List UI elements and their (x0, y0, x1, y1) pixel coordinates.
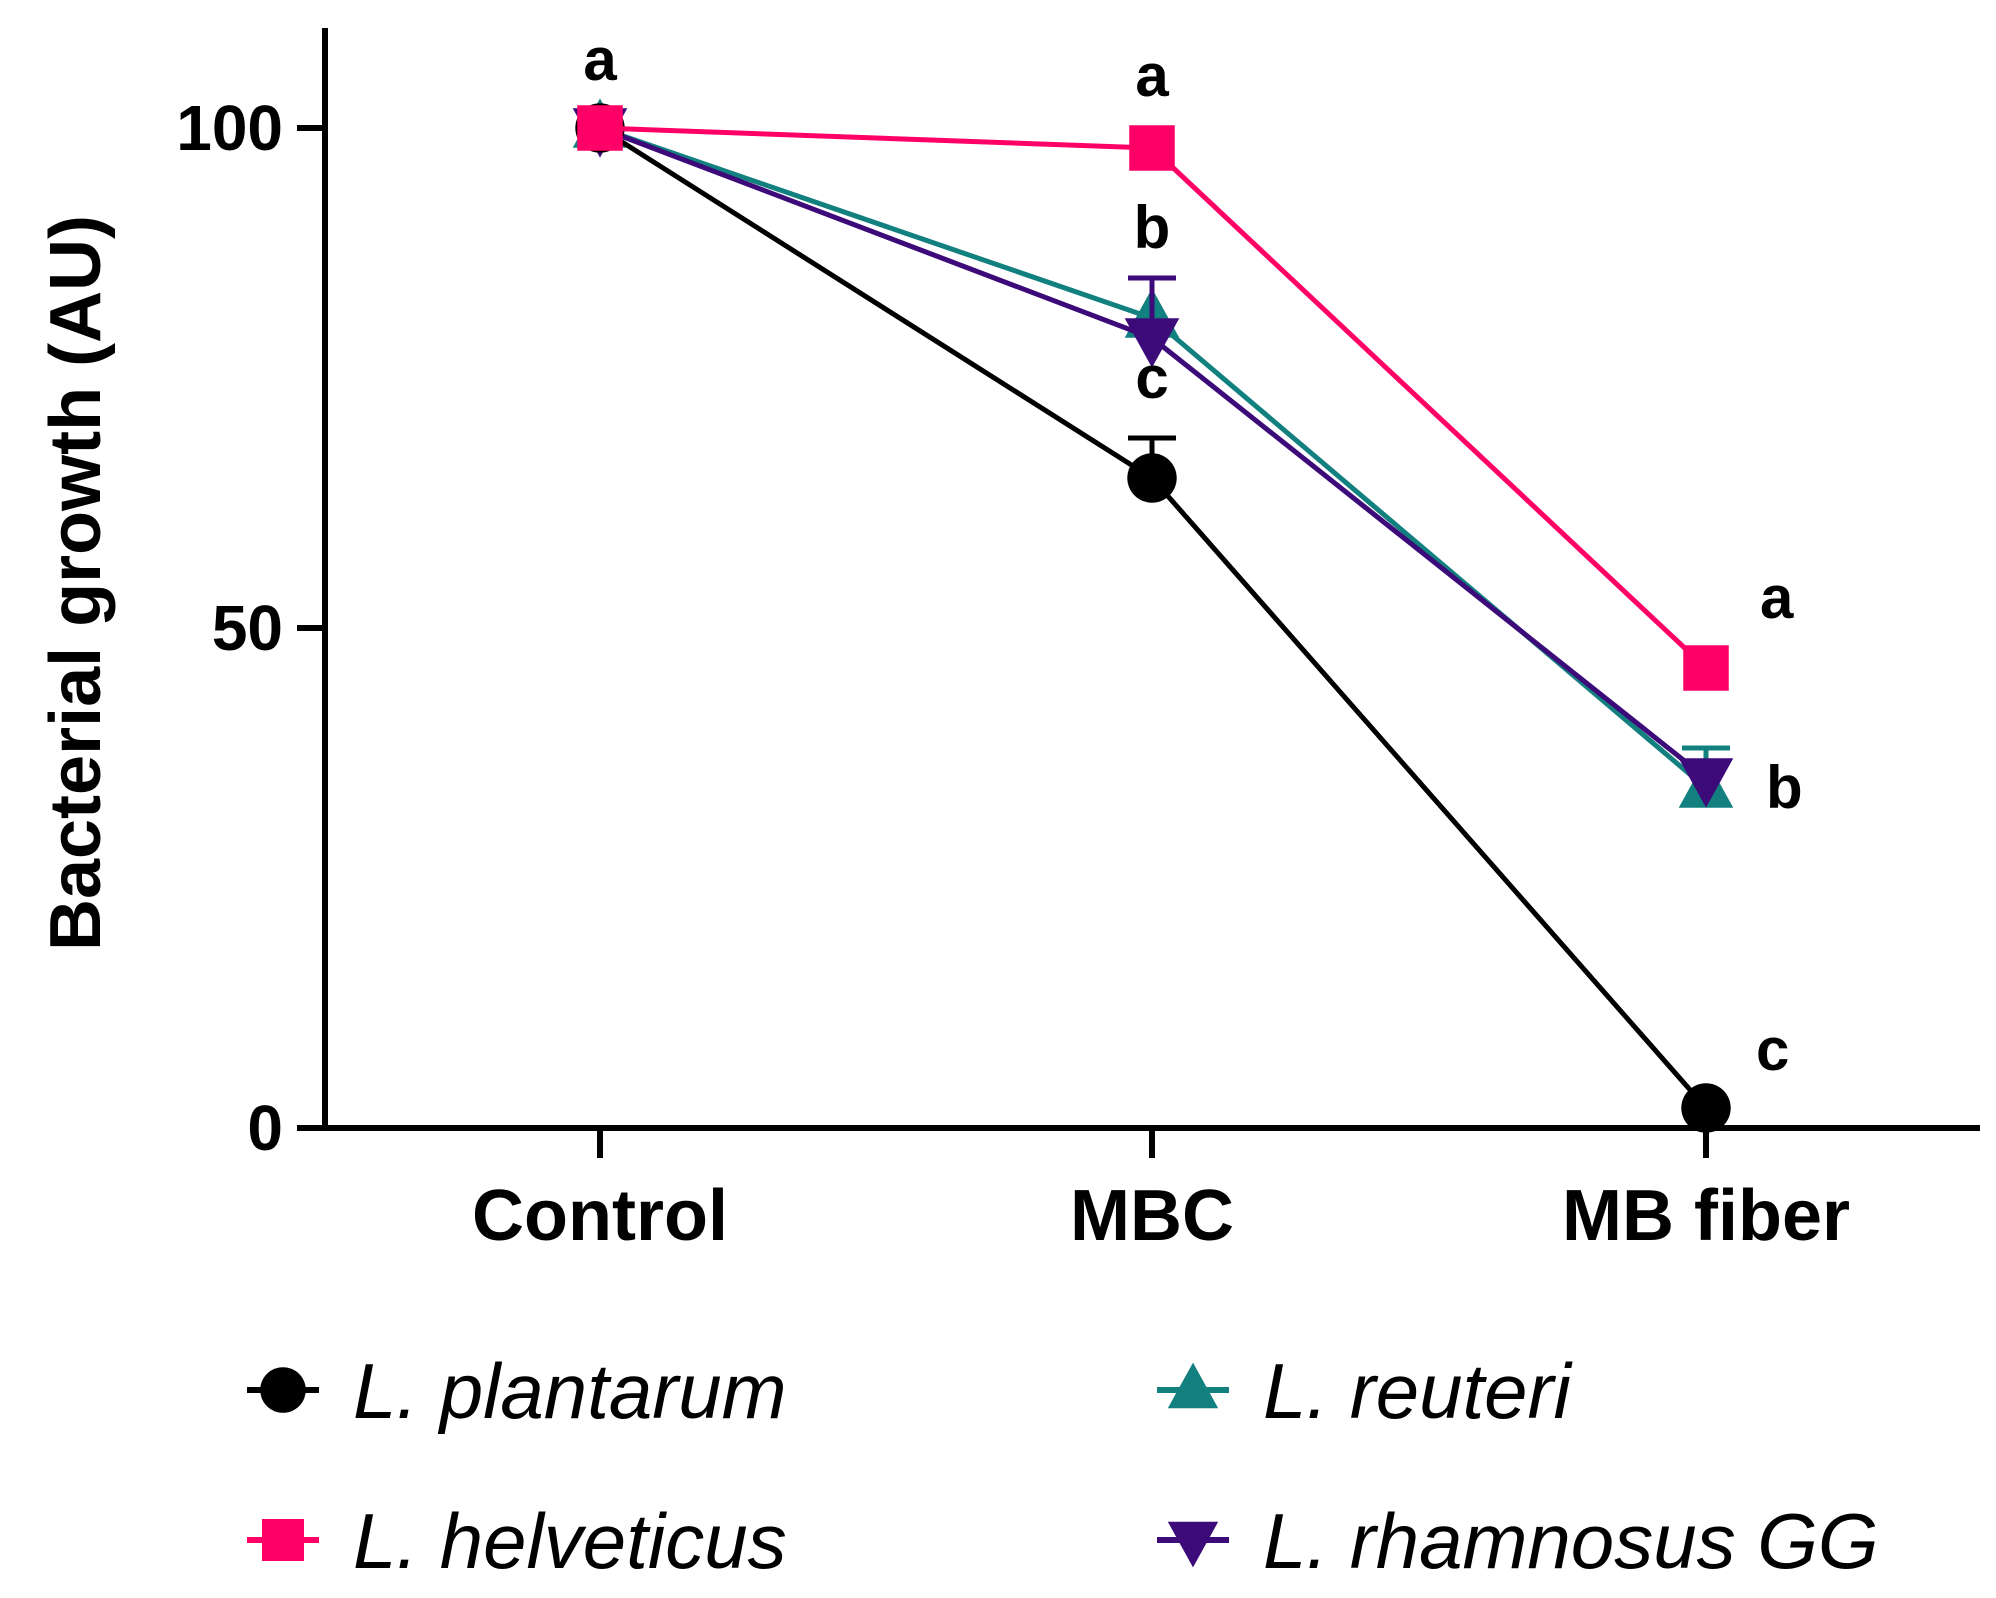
legend-marker-l-helveticus (262, 1519, 304, 1561)
axes: 0 50 100 Control MBC MB fiber Bacterial growth… (36, 28, 1980, 1256)
legend-label-l-plantarum: L. plantarum (353, 1347, 787, 1435)
point-l-helveticus-mbc (1129, 125, 1175, 171)
chart-marks (572, 98, 1734, 1133)
y-tick-label-100: 100 (176, 92, 283, 164)
point-l-rhamnosus-gg-mb-fiber (1678, 758, 1734, 808)
legend-label-l-rhamnosus-gg: L. rhamnosus GG (1263, 1497, 1879, 1585)
legend-label-l-reuteri: L. reuteri (1263, 1347, 1573, 1435)
x-tick-label-control: Control (472, 1176, 728, 1256)
sig-letter-l-plantarum-mb-fiber: c (1756, 1016, 1789, 1083)
legend-item-l-helveticus: L. helveticus (247, 1497, 787, 1585)
sig-letter-l-reuteri-mb-fiber: b (1766, 754, 1803, 821)
legend-item-l-rhamnosus-gg: L. rhamnosus GG (1157, 1497, 1879, 1585)
y-axis-title: Bacterial growth (AU) (36, 215, 116, 951)
sig-letter-l-helveticus-mbc: a (1135, 42, 1169, 109)
legend-marker-l-plantarum (260, 1367, 306, 1413)
significance-letters: a c c a a b b (583, 26, 1802, 1083)
x-tick-label-mb-fiber: MB fiber (1562, 1176, 1850, 1256)
legend-item-l-reuteri: L. reuteri (1157, 1347, 1573, 1435)
x-tick-label-mbc: MBC (1070, 1176, 1234, 1256)
sig-letter-l-helveticus-mb-fiber: a (1760, 564, 1794, 631)
series-line-l-plantarum (598, 125, 1708, 1110)
legend: L. plantarum L. reuteri L. helveticus L. rh… (247, 1347, 1879, 1585)
legend-marker-l-reuteri (1167, 1362, 1219, 1409)
point-l-helveticus-mb-fiber (1683, 645, 1729, 691)
sig-letter-l-plantarum-control: a (583, 26, 617, 93)
y-tick-label-50: 50 (212, 592, 283, 664)
series-l-helveticus (577, 105, 1729, 691)
sig-letter-l-plantarum-mbc: c (1135, 344, 1168, 411)
point-l-plantarum-mbc (1127, 453, 1177, 503)
legend-label-l-helveticus: L. helveticus (353, 1497, 787, 1585)
y-tick-label-0: 0 (247, 1092, 283, 1164)
legend-marker-l-rhamnosus-gg (1167, 1521, 1219, 1568)
point-l-rhamnosus-gg-mbc (1124, 318, 1180, 368)
legend-item-l-plantarum: L. plantarum (247, 1347, 787, 1435)
sig-letter-l-rhamnosus-gg-mbc: b (1134, 194, 1171, 261)
point-l-helveticus-control (577, 105, 623, 151)
point-l-plantarum-mb-fiber (1681, 1083, 1731, 1133)
